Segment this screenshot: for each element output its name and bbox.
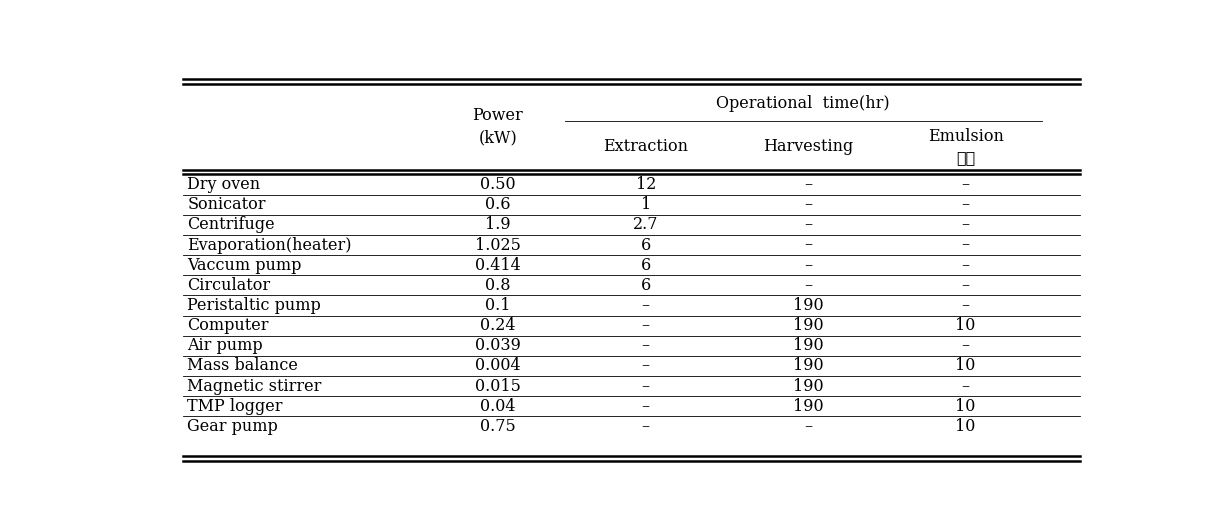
Text: 0.015: 0.015 [474, 378, 521, 395]
Text: 0.50: 0.50 [480, 176, 515, 193]
Text: 0.04: 0.04 [480, 398, 515, 415]
Text: 10: 10 [955, 317, 976, 334]
Text: –: – [804, 176, 812, 193]
Text: 0.6: 0.6 [485, 196, 510, 213]
Text: –: – [961, 378, 970, 395]
Text: Gear pump: Gear pump [187, 418, 278, 435]
Text: –: – [804, 257, 812, 274]
Text: 0.004: 0.004 [474, 357, 521, 375]
Text: –: – [804, 237, 812, 253]
Text: TMP logger: TMP logger [187, 398, 283, 415]
Text: –: – [642, 337, 649, 354]
Text: Evaporation(heater): Evaporation(heater) [187, 237, 352, 253]
Text: Air pump: Air pump [187, 337, 264, 354]
Text: 0.039: 0.039 [474, 337, 521, 354]
Text: Circulator: Circulator [187, 277, 271, 294]
Text: Dry oven: Dry oven [187, 176, 260, 193]
Text: 6: 6 [641, 277, 650, 294]
Text: Peristaltic pump: Peristaltic pump [187, 297, 322, 314]
Text: –: – [804, 277, 812, 294]
Text: 190: 190 [792, 297, 823, 314]
Text: 190: 190 [792, 398, 823, 415]
Text: Mass balance: Mass balance [187, 357, 298, 375]
Text: –: – [642, 317, 649, 334]
Text: Magnetic stirrer: Magnetic stirrer [187, 378, 322, 395]
Text: 0.414: 0.414 [474, 257, 521, 274]
Text: 190: 190 [792, 378, 823, 395]
Text: –: – [961, 257, 970, 274]
Text: 농축: 농축 [956, 150, 976, 165]
Text: Vaccum pump: Vaccum pump [187, 257, 302, 274]
Text: –: – [961, 277, 970, 294]
Text: 12: 12 [636, 176, 655, 193]
Text: Centrifuge: Centrifuge [187, 217, 275, 233]
Text: –: – [642, 398, 649, 415]
Text: –: – [642, 297, 649, 314]
Text: –: – [642, 357, 649, 375]
Text: –: – [961, 237, 970, 253]
Text: Operational  time(hr): Operational time(hr) [717, 95, 890, 112]
Text: –: – [804, 196, 812, 213]
Text: 6: 6 [641, 257, 650, 274]
Text: 0.1: 0.1 [485, 297, 510, 314]
Text: –: – [961, 196, 970, 213]
Text: 190: 190 [792, 357, 823, 375]
Text: 0.24: 0.24 [480, 317, 515, 334]
Text: 1.025: 1.025 [474, 237, 521, 253]
Text: –: – [961, 217, 970, 233]
Text: 6: 6 [641, 237, 650, 253]
Text: Harvesting: Harvesting [763, 138, 854, 155]
Text: Emulsion: Emulsion [928, 128, 1004, 144]
Text: Power
(kW): Power (kW) [472, 108, 524, 147]
Text: Sonicator: Sonicator [187, 196, 266, 213]
Text: 10: 10 [955, 357, 976, 375]
Text: –: – [804, 217, 812, 233]
Text: –: – [961, 176, 970, 193]
Text: –: – [804, 418, 812, 435]
Text: 10: 10 [955, 398, 976, 415]
Text: –: – [642, 378, 649, 395]
Text: 190: 190 [792, 317, 823, 334]
Text: –: – [961, 337, 970, 354]
Text: 10: 10 [955, 418, 976, 435]
Text: –: – [961, 297, 970, 314]
Text: 1: 1 [641, 196, 650, 213]
Text: 1.9: 1.9 [485, 217, 510, 233]
Text: 0.75: 0.75 [479, 418, 516, 435]
Text: 0.8: 0.8 [485, 277, 510, 294]
Text: –: – [642, 418, 649, 435]
Text: Extraction: Extraction [604, 138, 689, 155]
Text: 190: 190 [792, 337, 823, 354]
Text: 2.7: 2.7 [633, 217, 658, 233]
Text: Computer: Computer [187, 317, 269, 334]
